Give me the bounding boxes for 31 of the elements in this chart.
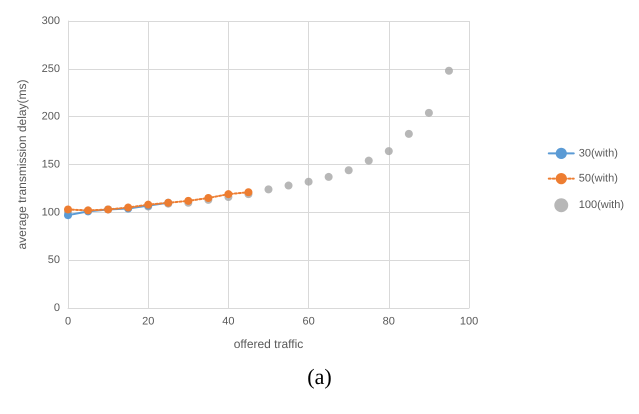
legend-label: 30(with): [578, 147, 618, 160]
y-axis-title: average transmission delay(ms): [15, 79, 29, 250]
x-tick-label: 20: [142, 316, 154, 328]
point: [324, 172, 333, 181]
y-tick-label: 50: [48, 254, 60, 266]
x-tick-label: 0: [64, 316, 72, 328]
y-tick-label: 200: [42, 110, 60, 123]
point: [304, 178, 313, 186]
point: [364, 156, 373, 165]
point: [404, 130, 413, 138]
point: [264, 185, 272, 194]
point: [384, 147, 393, 156]
y-tick-label: 0: [54, 302, 60, 314]
point: [444, 66, 453, 75]
y-tick-label: 250: [42, 62, 60, 75]
y-tick-label: 100: [42, 206, 60, 218]
point: [224, 190, 232, 198]
x-axis-title: offered traffic: [234, 337, 304, 351]
x-tick-label: 60: [302, 316, 315, 328]
legend-label: 100(with): [578, 199, 624, 212]
point: [424, 108, 433, 117]
x-tick-label: 40: [222, 316, 235, 328]
x-tick-label: 100: [460, 316, 478, 328]
y-tick-label: 300: [42, 15, 60, 27]
y-tick-label: 150: [42, 158, 60, 170]
text: (a): [306, 364, 333, 390]
point: [344, 166, 353, 174]
point: [64, 205, 72, 214]
legend-label: 50(with): [578, 172, 618, 185]
x-tick-label: 80: [382, 316, 395, 328]
point: [284, 182, 293, 190]
